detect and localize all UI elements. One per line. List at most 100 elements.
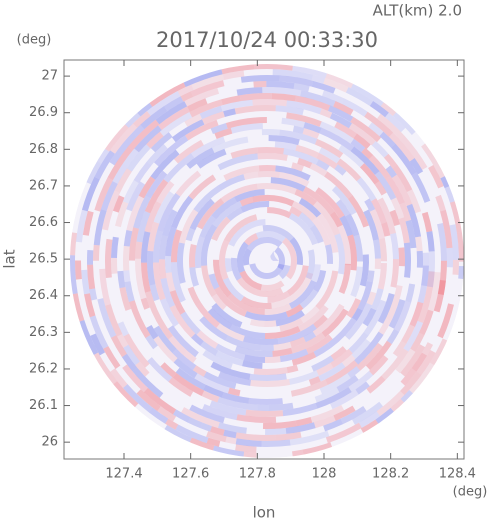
radar-cell — [211, 303, 243, 328]
radar-cell — [119, 287, 132, 311]
radar-cell — [189, 244, 197, 268]
radar-cell — [132, 124, 145, 137]
radar-cell — [186, 147, 215, 169]
radar-cell — [305, 334, 333, 355]
radar-cell — [377, 293, 395, 324]
radar-cell — [81, 176, 100, 212]
radar-cell — [366, 291, 377, 306]
radar-cell — [226, 207, 244, 222]
radar-cell — [390, 197, 405, 220]
radar-cell — [243, 171, 259, 180]
radar-cell — [260, 344, 274, 351]
radar-cell — [210, 426, 225, 436]
radar-cell — [311, 80, 336, 94]
radar-cell — [146, 131, 164, 149]
radar-cell — [265, 427, 287, 435]
radar-cell — [215, 350, 244, 367]
radar-cell — [157, 106, 190, 131]
radar-cell — [323, 78, 349, 93]
radar-cell — [421, 342, 434, 356]
radar-cell — [227, 293, 265, 315]
radar-cell — [143, 387, 177, 415]
radar-cell — [188, 174, 217, 200]
radar-cell — [449, 200, 463, 233]
radar-cell — [300, 305, 320, 324]
radar-cell — [391, 174, 413, 207]
radar-cell — [410, 332, 425, 352]
radar-cell — [270, 251, 279, 261]
radar-cell — [90, 333, 106, 356]
radar-cell — [177, 84, 194, 97]
radar-cell — [437, 260, 447, 295]
radar-cell — [172, 348, 197, 371]
radar-cell — [289, 336, 306, 348]
radar-cell — [210, 122, 228, 135]
radar-cell — [114, 168, 132, 193]
radar-cell — [171, 262, 186, 303]
radar-cell — [135, 361, 150, 377]
radar-cell — [100, 181, 118, 212]
radar-cell — [302, 442, 333, 456]
radar-cell — [278, 171, 310, 187]
radar-cell — [117, 321, 129, 337]
radar-cell — [87, 249, 94, 265]
radar-cell — [141, 262, 151, 293]
radar-cell — [392, 164, 413, 192]
radar-cell — [216, 323, 245, 342]
radar-cell — [374, 258, 381, 270]
radar-cell — [149, 284, 160, 302]
radar-cell — [286, 265, 309, 297]
radar-cell — [401, 324, 416, 344]
radar-cell — [390, 233, 399, 260]
radar-cell — [225, 335, 261, 351]
radar-field — [70, 64, 464, 458]
radar-cell — [94, 150, 115, 180]
radar-cell — [252, 195, 295, 207]
radar-cell — [112, 381, 139, 408]
radar-cell — [132, 111, 151, 128]
radar-cell — [312, 303, 345, 337]
radar-cell — [350, 82, 385, 107]
radar-cell — [212, 200, 243, 228]
radar-cell — [89, 288, 98, 301]
radar-cell — [212, 445, 245, 458]
radar-cell — [144, 179, 169, 214]
radar-cell — [122, 179, 139, 204]
radar-cell — [175, 170, 202, 197]
radar-cell — [223, 429, 237, 439]
radar-cell — [391, 143, 417, 176]
radar-cell — [437, 303, 454, 339]
radar-cell — [153, 335, 178, 363]
radar-cell — [277, 323, 317, 345]
radar-cell — [435, 194, 446, 212]
radar-cell — [235, 438, 262, 447]
radar-cell — [110, 368, 128, 389]
radar-cell — [218, 371, 251, 386]
radar-cell — [398, 217, 410, 244]
radar-cell — [392, 111, 417, 135]
radar-cell — [331, 185, 357, 216]
x-axis-title: lon — [253, 504, 276, 521]
radar-cell — [109, 132, 138, 166]
y-tick-label: 26 — [41, 435, 58, 450]
radar-cell — [427, 272, 441, 312]
radar-cell — [135, 258, 147, 300]
radar-cell — [203, 371, 237, 390]
radar-cell — [172, 373, 205, 397]
radar-cell — [123, 245, 130, 271]
radar-cell — [400, 390, 414, 404]
radar-cell — [96, 148, 110, 164]
radar-cell — [171, 119, 205, 143]
radar-cell — [433, 279, 446, 313]
radar-cell — [267, 207, 292, 219]
radar-cell — [199, 215, 217, 239]
x-tick-label: 128 — [312, 467, 337, 482]
radar-cell — [287, 272, 314, 303]
radar-cell — [148, 407, 169, 424]
radar-cell — [411, 172, 431, 203]
radar-cell — [315, 159, 330, 171]
radar-cell — [329, 211, 343, 228]
radar-cell — [330, 389, 359, 410]
x-tick-label: 128.4 — [439, 467, 476, 482]
